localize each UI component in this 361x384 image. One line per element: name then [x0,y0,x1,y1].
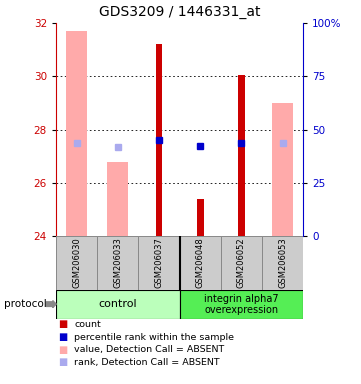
Text: GSM206037: GSM206037 [155,238,164,288]
Bar [197,199,204,236]
Text: GSM206033: GSM206033 [113,238,122,288]
Text: ■: ■ [58,358,67,367]
Text: percentile rank within the sample: percentile rank within the sample [74,333,234,342]
Text: control: control [99,299,137,310]
Text: integrin alpha7
overexpression: integrin alpha7 overexpression [204,293,279,315]
Bar [56,290,180,319]
Bar [138,236,179,290]
Text: GSM206048: GSM206048 [196,238,205,288]
Bar [221,236,262,290]
Bar [238,75,245,236]
Bar [180,236,221,290]
Text: GSM206030: GSM206030 [72,238,81,288]
Bar [107,162,129,236]
Bar [97,236,138,290]
Text: protocol: protocol [4,299,46,309]
Text: GSM206053: GSM206053 [278,238,287,288]
Title: GDS3209 / 1446331_at: GDS3209 / 1446331_at [99,5,260,19]
Bar [272,103,293,236]
Text: rank, Detection Call = ABSENT: rank, Detection Call = ABSENT [74,358,219,367]
Bar [262,236,303,290]
Text: GSM206052: GSM206052 [237,238,246,288]
Bar [180,290,303,319]
Text: ■: ■ [58,345,67,355]
Text: count: count [74,320,101,329]
Text: ■: ■ [58,319,67,329]
Text: value, Detection Call = ABSENT: value, Detection Call = ABSENT [74,345,224,354]
Bar [66,31,87,236]
Text: ■: ■ [58,332,67,342]
Bar [56,236,97,290]
Bar [156,44,162,236]
